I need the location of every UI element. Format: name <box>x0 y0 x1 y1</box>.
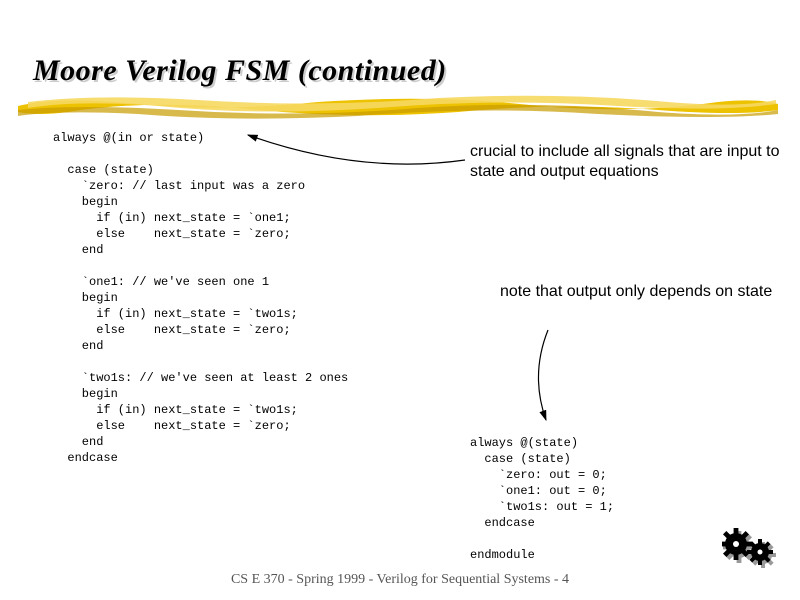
gears-icon <box>722 522 782 572</box>
slide-footer: CS E 370 - Spring 1999 - Verilog for Seq… <box>0 572 800 588</box>
arrow-to-output-block <box>0 0 800 600</box>
slide: Moore Verilog FSM (continued) always @(i… <box>0 0 800 600</box>
